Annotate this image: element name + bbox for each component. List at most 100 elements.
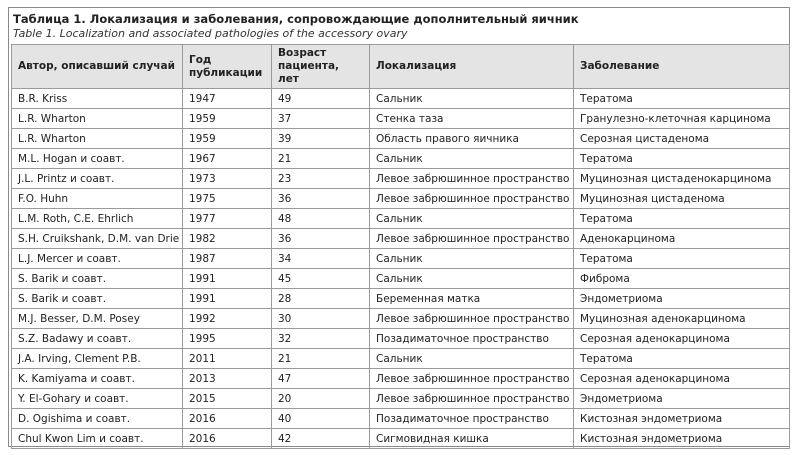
table-cell: Сигмовидная кишка <box>369 428 574 449</box>
table-cell: Позадиматочное пространство <box>369 408 574 429</box>
table-cell: Тератома <box>573 348 790 369</box>
table-cell: 1975 <box>182 188 272 209</box>
table-cell: Муцинозная аденокарцинома <box>573 308 790 329</box>
table-cell: Позадиматочное пространство <box>369 328 574 349</box>
table-cell: 1967 <box>182 148 272 169</box>
table-cell: J.A. Irving, Clement P.B. <box>11 348 183 369</box>
table-cell: 21 <box>271 148 370 169</box>
table-row: J.A. Irving, Clement P.B. 2011 21 Сальник Те… <box>11 348 790 369</box>
table-row: S. Barik и соавт. 1991 45 Сальник Фиброма <box>11 268 790 289</box>
table-row: J.L. Printz и соавт. 1973 23 Левое забрюшин… <box>11 168 790 189</box>
table-cell: Y. El-Gohary и соавт. <box>11 388 183 409</box>
table-subtitle: Table 1. Localization and associated pat… <box>13 27 408 40</box>
table-row: Y. El-Gohary и соавт. 2015 20 Левое забрюши… <box>11 388 790 409</box>
table-cell: 36 <box>271 228 370 249</box>
table-row: B.R. Kriss 1947 49 Сальник Тератома <box>11 88 790 109</box>
table-row: M.L. Hogan и соавт. 1967 21 Сальник Тератома <box>11 148 790 169</box>
table-cell: Тератома <box>573 148 790 169</box>
table-cell: 40 <box>271 408 370 429</box>
table-cell: L.J. Mercer и соавт. <box>11 248 183 269</box>
table-cell: 2016 <box>182 408 272 429</box>
table-cell: 34 <box>271 248 370 269</box>
table-cell: S. Barik и соавт. <box>11 268 183 289</box>
table-cell: Chul Kwon Lim и соавт. <box>11 428 183 449</box>
table-cell: 1991 <box>182 288 272 309</box>
table-cell: 1959 <box>182 128 272 149</box>
column-header: Заболевание <box>573 44 790 89</box>
table-cell: 36 <box>271 188 370 209</box>
table-cell: Сальник <box>369 208 574 229</box>
table-row: D. Ogishima и соавт. 2016 40 Позадиматочное… <box>11 408 790 429</box>
table-cell: 2016 <box>182 428 272 449</box>
table-cell: 48 <box>271 208 370 229</box>
table-frame: Таблица 1. Локализация и заболевания, со… <box>8 7 790 449</box>
table-cell: Стенка таза <box>369 108 574 129</box>
table-cell: 49 <box>271 88 370 109</box>
table: Автор, описавший случай Год публикации Воз… <box>11 44 790 449</box>
table-cell: 2011 <box>182 348 272 369</box>
table-row: M.J. Besser, D.M. Posey 1992 30 Левое забрю… <box>11 308 790 329</box>
table-cell: Сальник <box>369 348 574 369</box>
table-cell: 1991 <box>182 268 272 289</box>
table-cell: Сальник <box>369 148 574 169</box>
table-cell: S.H. Cruikshank, D.M. van Drie <box>11 228 183 249</box>
table-cell: B.R. Kriss <box>11 88 183 109</box>
table-cell: Кистозная эндометриома <box>573 408 790 429</box>
table-cell: Левое забрюшинное пространство <box>369 368 574 389</box>
table-cell: L.M. Roth, C.E. Ehrlich <box>11 208 183 229</box>
table-row: K. Kamiyama и соавт. 2013 47 Левое забрюшин… <box>11 368 790 389</box>
table-cell: 37 <box>271 108 370 129</box>
column-header: Возраст пациента, лет <box>271 44 370 89</box>
header-row: Автор, описавший случай Год публикации Воз… <box>11 44 790 89</box>
table-cell: L.R. Wharton <box>11 128 183 149</box>
table-cell: Муцинозная цистаденома <box>573 188 790 209</box>
table-cell: 1995 <box>182 328 272 349</box>
table-cell: D. Ogishima и соавт. <box>11 408 183 429</box>
table-cell: Аденокарцинома <box>573 228 790 249</box>
table-cell: M.J. Besser, D.M. Posey <box>11 308 183 329</box>
table-cell: 2015 <box>182 388 272 409</box>
table-cell: Левое забрюшинное пространство <box>369 388 574 409</box>
table-cell: 1973 <box>182 168 272 189</box>
table-cell: 1982 <box>182 228 272 249</box>
table-row: S. Barik и соавт. 1991 28 Беременная матка Э… <box>11 288 790 309</box>
table-cell: K. Kamiyama и соавт. <box>11 368 183 389</box>
table-cell: 45 <box>271 268 370 289</box>
table-row: S.H. Cruikshank, D.M. van Drie 1982 36 Лево… <box>11 228 790 249</box>
table-cell: 1987 <box>182 248 272 269</box>
table-cell: 20 <box>271 388 370 409</box>
table-cell: Сальник <box>369 248 574 269</box>
table-row: L.R. Wharton 1959 39 Область правого яичник… <box>11 128 790 149</box>
table-cell: 47 <box>271 368 370 389</box>
table-cell: Сальник <box>369 268 574 289</box>
table-cell: Левое забрюшинное пространство <box>369 168 574 189</box>
table-cell: 1992 <box>182 308 272 329</box>
table-cell: 42 <box>271 428 370 449</box>
table-cell: 23 <box>271 168 370 189</box>
table-cell: F.O. Huhn <box>11 188 183 209</box>
table-cell: 30 <box>271 308 370 329</box>
table-cell: Левое забрюшинное пространство <box>369 308 574 329</box>
table-row: L.J. Mercer и соавт. 1987 34 Сальник Тератом… <box>11 248 790 269</box>
table-row: Chul Kwon Lim и соавт. 2016 42 Сигмовидная … <box>11 428 790 449</box>
table-cell: Муцинозная цистаденокарцинома <box>573 168 790 189</box>
column-header: Локализация <box>369 44 574 89</box>
table-cell: Серозная аденокарцинома <box>573 328 790 349</box>
table-body: B.R. Kriss 1947 49 Сальник Тератома L.R. Whar… <box>11 88 790 449</box>
table-cell: Тератома <box>573 208 790 229</box>
table-cell: Эндометриома <box>573 288 790 309</box>
table-cell: 1959 <box>182 108 272 129</box>
table-cell: 39 <box>271 128 370 149</box>
table-cell: 1947 <box>182 88 272 109</box>
table-cell: L.R. Wharton <box>11 108 183 129</box>
table-title: Таблица 1. Локализация и заболевания, со… <box>13 12 579 26</box>
table-row: L.R. Wharton 1959 37 Стенка таза Гранулезно-… <box>11 108 790 129</box>
table-cell: S. Barik и соавт. <box>11 288 183 309</box>
table-cell: Левое забрюшинное пространство <box>369 188 574 209</box>
table-row: F.O. Huhn 1975 36 Левое забрюшинное простра… <box>11 188 790 209</box>
table-cell: Гранулезно-клеточная карцинома <box>573 108 790 129</box>
table-cell: Фиброма <box>573 268 790 289</box>
column-header: Год публикации <box>182 44 272 89</box>
table-cell: S.Z. Badawy и соавт. <box>11 328 183 349</box>
